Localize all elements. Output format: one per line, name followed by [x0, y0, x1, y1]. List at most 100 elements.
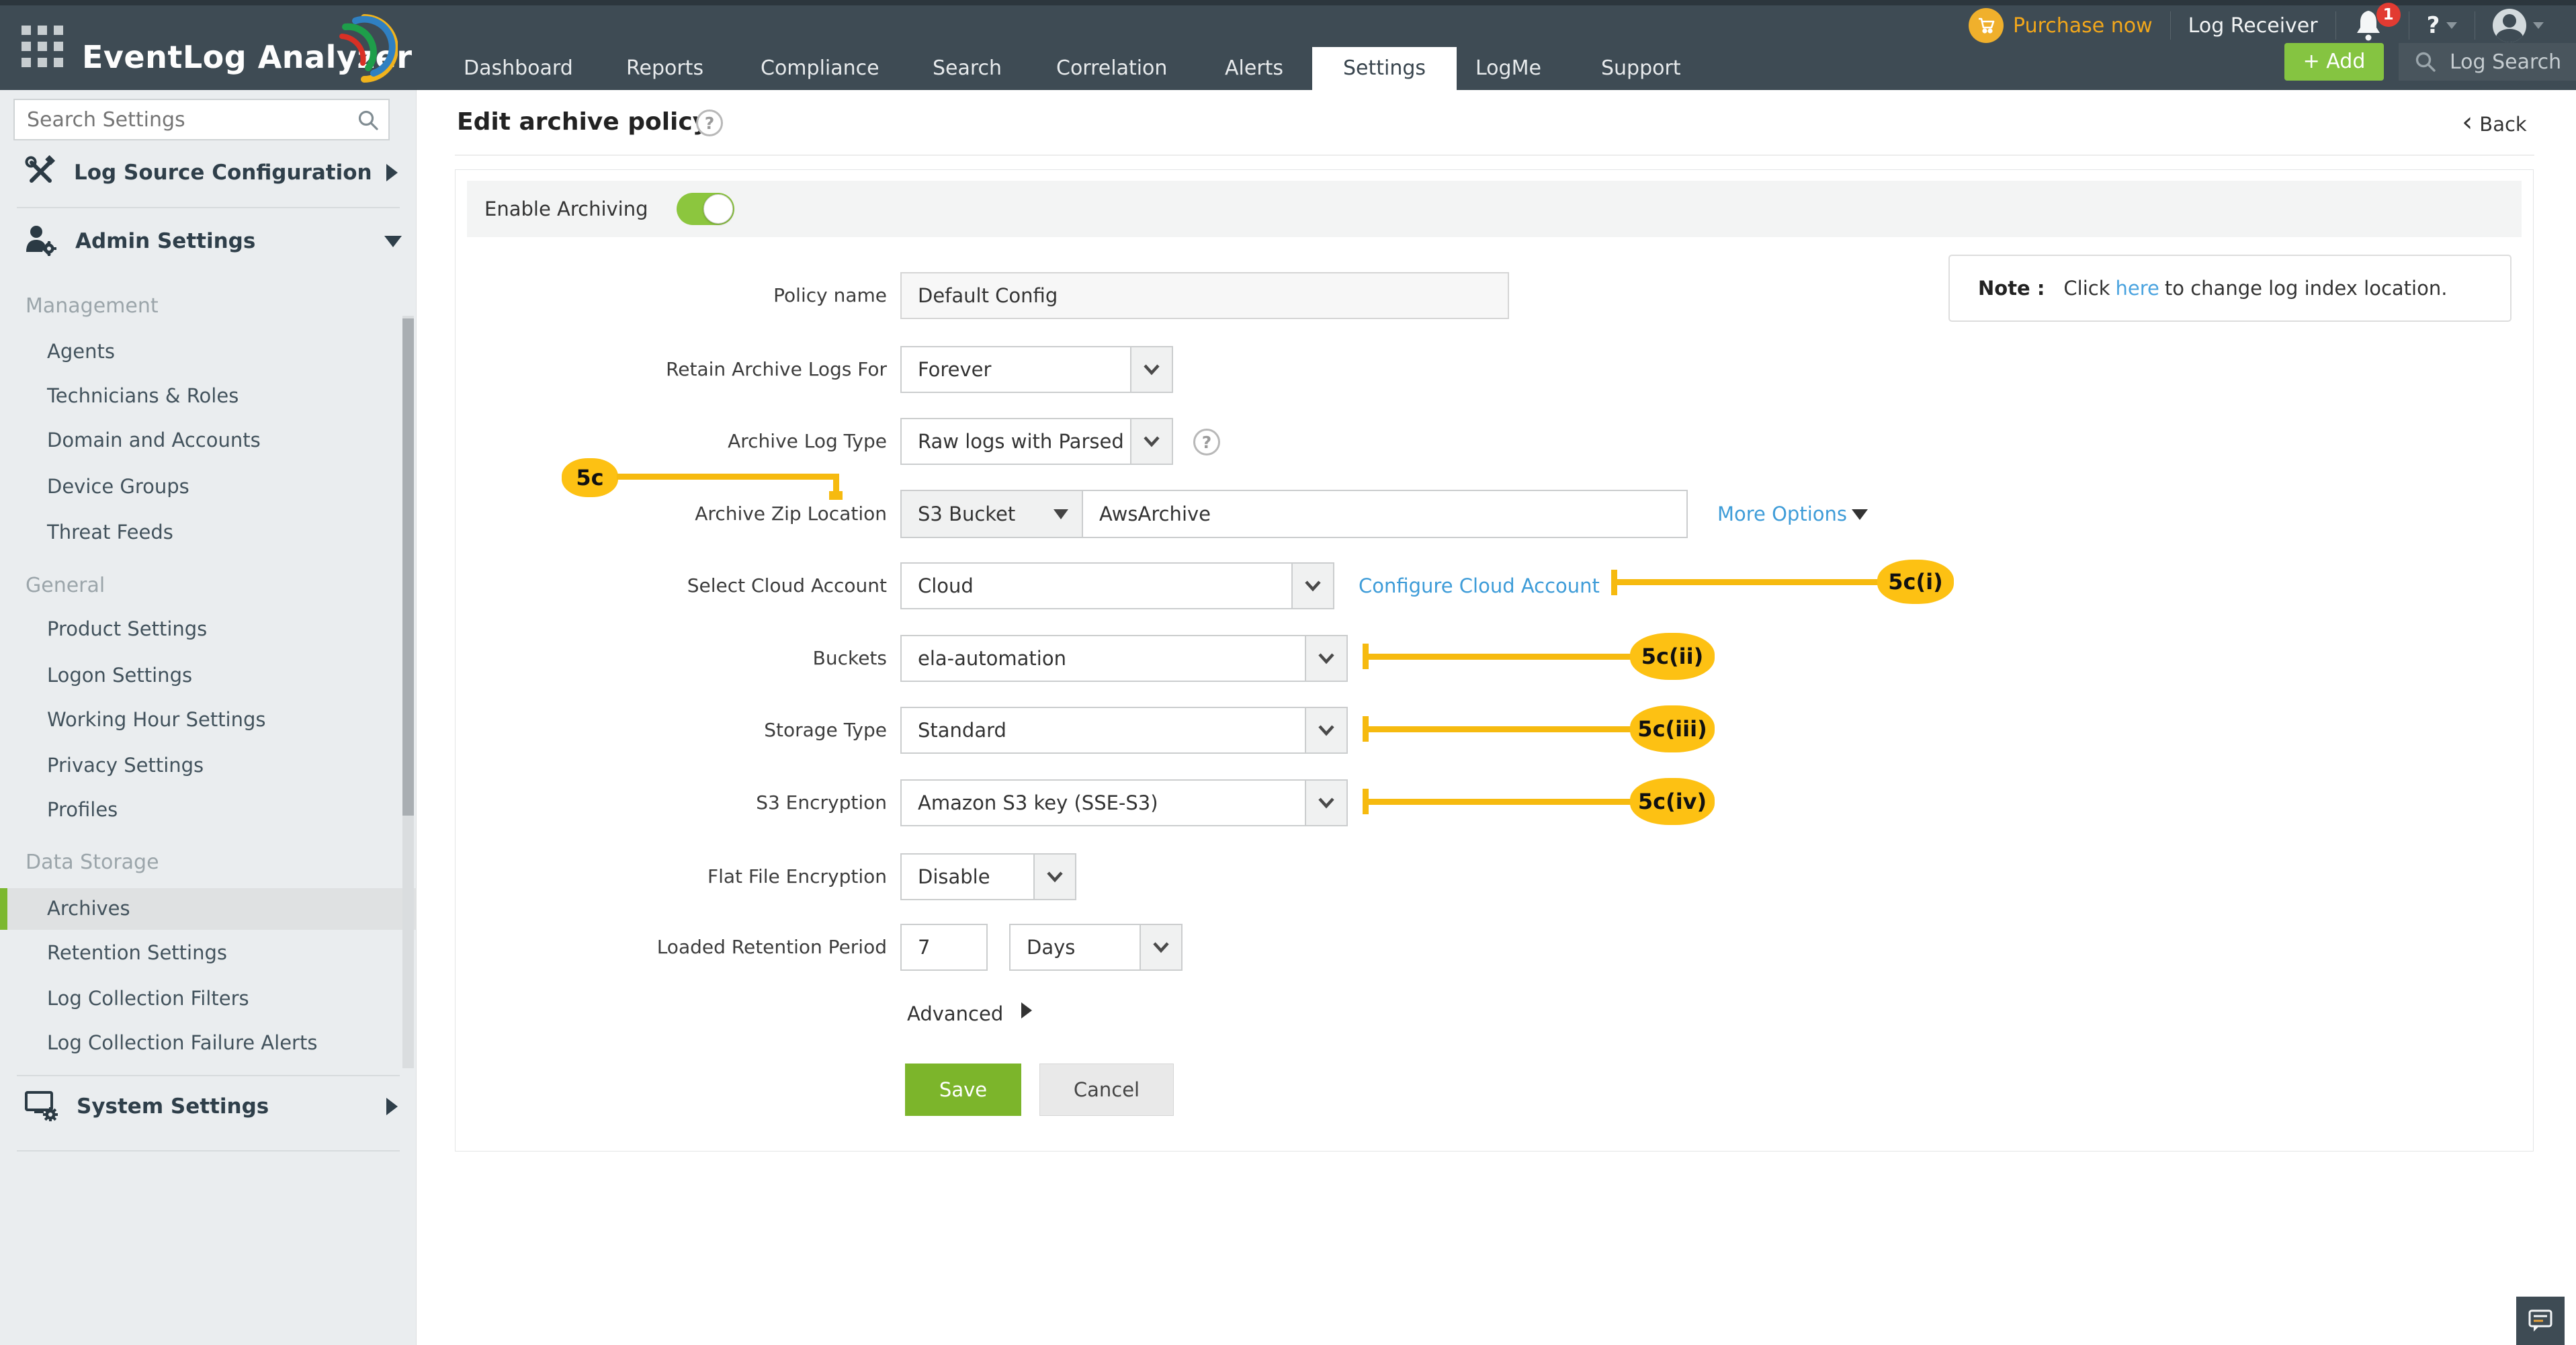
- log-search-button[interactable]: Log Search: [2399, 43, 2576, 81]
- sidebar-item-agents[interactable]: Agents: [47, 340, 115, 363]
- help-menu[interactable]: ?: [2426, 12, 2440, 39]
- tab-logme[interactable]: LogMe: [1475, 56, 1541, 80]
- annotation-badge-5ciii: 5c(iii): [1630, 705, 1715, 752]
- tab-settings-active[interactable]: Settings: [1312, 47, 1457, 90]
- tab-compliance[interactable]: Compliance: [761, 56, 879, 80]
- search-icon: [356, 108, 380, 135]
- sidebar-item-device-groups[interactable]: Device Groups: [47, 475, 189, 498]
- sidebar-group-label: System Settings: [77, 1094, 269, 1119]
- zip-location-path-input[interactable]: [1082, 490, 1688, 538]
- annotation-line-5ciii: [1368, 726, 1631, 732]
- archive-zip-location-label: Archive Zip Location: [695, 503, 887, 525]
- sidebar-item-log-collection-filters[interactable]: Log Collection Filters: [47, 987, 249, 1010]
- title-divider: [455, 155, 2534, 156]
- dropdown-chevron-icon: [1130, 419, 1172, 464]
- archive-log-type-label: Archive Log Type: [728, 430, 887, 452]
- enable-archiving-label: Enable Archiving: [484, 198, 648, 220]
- storage-type-dropdown[interactable]: Standard: [900, 707, 1348, 754]
- sidebar-item-technicians-roles[interactable]: Technicians & Roles: [47, 384, 239, 407]
- advanced-toggle[interactable]: Advanced: [907, 1002, 1004, 1025]
- add-button[interactable]: + Add: [2284, 43, 2384, 81]
- chat-bubble-icon: [2528, 1309, 2552, 1332]
- title-help-icon[interactable]: ?: [696, 110, 723, 136]
- zip-location-type-select[interactable]: S3 Bucket: [900, 490, 1083, 538]
- page-title: Edit archive policy: [457, 108, 709, 136]
- policy-name-input[interactable]: [900, 272, 1509, 319]
- sidebar-item-log-collection-failure-alerts[interactable]: Log Collection Failure Alerts: [47, 1031, 318, 1054]
- archive-log-type-dropdown[interactable]: Raw logs with Parsed: [900, 418, 1173, 465]
- top-header-bar: EventLog Analyzer Dashboard Reports Comp…: [0, 0, 2576, 90]
- note-here-link[interactable]: here: [2115, 277, 2159, 300]
- back-button[interactable]: ‹ Back: [2449, 105, 2540, 144]
- header-utility-row: Purchase now Log Receiver 1 ?: [1969, 3, 2544, 43]
- sidebar-group-admin-settings[interactable]: Admin Settings: [0, 218, 417, 265]
- s3-encryption-value: Amazon S3 key (SSE-S3): [918, 791, 1158, 814]
- sidebar-item-logon-settings[interactable]: Logon Settings: [47, 664, 193, 687]
- sidebar-item-domain-accounts[interactable]: Domain and Accounts: [47, 429, 261, 451]
- chevron-down-icon: [384, 235, 402, 247]
- sidebar-group-log-source-configuration[interactable]: Log Source Configuration: [0, 149, 417, 196]
- tab-reports[interactable]: Reports: [626, 56, 704, 80]
- toggle-knob: [703, 194, 733, 224]
- sidebar-active-item-accent: [0, 888, 7, 930]
- header-separator: [2170, 11, 2171, 40]
- retain-archive-logs-dropdown[interactable]: Forever: [900, 346, 1173, 393]
- tools-icon: [24, 155, 56, 190]
- annotation-tick-5civ: [1363, 789, 1369, 814]
- purchase-now-link[interactable]: Purchase now: [2013, 13, 2153, 38]
- notifications-bell-icon[interactable]: 1: [2354, 3, 2401, 43]
- tab-alerts[interactable]: Alerts: [1225, 56, 1284, 80]
- sidebar-group-system-settings[interactable]: System Settings: [0, 1083, 417, 1130]
- sidebar-item-threat-feeds[interactable]: Threat Feeds: [47, 521, 173, 544]
- cancel-button[interactable]: Cancel: [1039, 1064, 1174, 1116]
- tab-dashboard[interactable]: Dashboard: [464, 56, 573, 80]
- purchase-cart-icon[interactable]: [1969, 8, 2004, 43]
- sidebar-search-input[interactable]: [27, 100, 343, 139]
- sidebar-group-label: Log Source Configuration: [74, 161, 372, 185]
- sidebar-item-archives-selected[interactable]: Archives: [47, 897, 130, 920]
- annotation-tick-5ci: [1611, 570, 1617, 595]
- tab-correlation[interactable]: Correlation: [1056, 56, 1168, 80]
- policy-name-label: Policy name: [773, 284, 887, 306]
- archive-log-type-value: Raw logs with Parsed: [918, 430, 1124, 453]
- tab-search[interactable]: Search: [933, 56, 1002, 80]
- retention-period-value-input[interactable]: [900, 924, 988, 971]
- dropdown-chevron-icon: [1291, 564, 1333, 608]
- feedback-chat-button[interactable]: [2516, 1297, 2565, 1345]
- sidebar-divider: [17, 1075, 400, 1076]
- more-options-caret-icon: [1852, 509, 1868, 520]
- admin-user-gear-icon: [24, 224, 58, 259]
- tab-support[interactable]: Support: [1601, 56, 1681, 80]
- retain-archive-logs-value: Forever: [918, 358, 992, 381]
- user-avatar-icon[interactable]: [2493, 9, 2527, 42]
- cloud-account-dropdown[interactable]: Cloud: [900, 562, 1334, 609]
- annotation-line-5cii: [1368, 654, 1631, 660]
- retention-period-unit-dropdown[interactable]: Days: [1009, 924, 1183, 971]
- sidebar-divider: [17, 1150, 400, 1152]
- flat-file-encryption-dropdown[interactable]: Disable: [900, 853, 1076, 900]
- enable-archiving-toggle[interactable]: [676, 193, 734, 225]
- app-grid-icon[interactable]: [22, 26, 63, 67]
- sidebar-item-retention-settings[interactable]: Retention Settings: [47, 941, 227, 964]
- archive-policy-form-panel: [455, 169, 2534, 1152]
- sidebar-item-profiles[interactable]: Profiles: [47, 798, 118, 821]
- configure-cloud-account-link[interactable]: Configure Cloud Account: [1359, 574, 1600, 597]
- sidebar-item-privacy-settings[interactable]: Privacy Settings: [47, 754, 204, 777]
- app-logo-swoosh-icon: [333, 13, 398, 86]
- sidebar-item-working-hour-settings[interactable]: Working Hour Settings: [47, 708, 266, 731]
- note-box: Note : Click here to change log index lo…: [1948, 255, 2511, 322]
- annotation-tick-5cii: [1363, 644, 1369, 669]
- save-button[interactable]: Save: [905, 1064, 1021, 1116]
- retain-archive-logs-label: Retain Archive Logs For: [666, 358, 887, 380]
- cloud-account-value: Cloud: [918, 574, 974, 597]
- search-icon: [2415, 52, 2436, 72]
- sidebar-item-product-settings[interactable]: Product Settings: [47, 617, 208, 640]
- sidebar-scrollbar-thumb[interactable]: [402, 318, 414, 816]
- log-search-label: Log Search: [2450, 50, 2562, 74]
- archive-log-type-help-icon[interactable]: ?: [1193, 429, 1220, 455]
- buckets-dropdown[interactable]: ela-automation: [900, 635, 1348, 682]
- more-options-link[interactable]: More Options: [1717, 503, 1848, 525]
- notification-count-badge: 1: [2376, 3, 2401, 27]
- s3-encryption-dropdown[interactable]: Amazon S3 key (SSE-S3): [900, 779, 1348, 826]
- log-receiver-link[interactable]: Log Receiver: [2188, 13, 2318, 38]
